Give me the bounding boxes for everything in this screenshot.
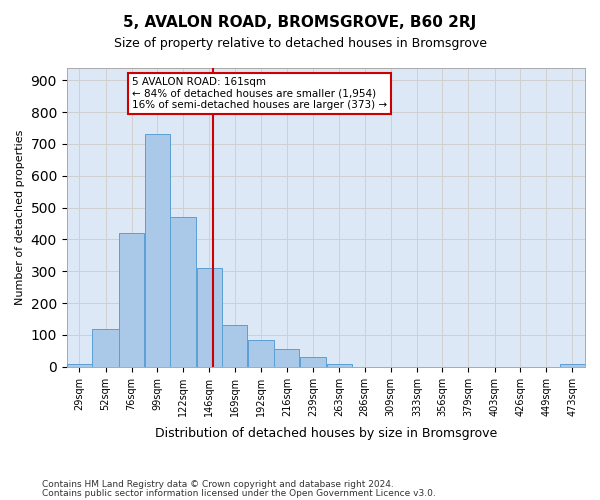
Bar: [92, 328, 119, 367]
X-axis label: Distribution of detached houses by size in Bromsgrove: Distribution of detached houses by size …: [155, 427, 497, 440]
Bar: [223, 326, 247, 367]
Y-axis label: Number of detached properties: Number of detached properties: [15, 130, 25, 305]
Bar: [67, 364, 92, 367]
Bar: [170, 217, 196, 367]
Bar: [300, 357, 326, 367]
Bar: [145, 134, 170, 367]
Bar: [248, 340, 274, 367]
Bar: [560, 364, 585, 367]
Text: 5 AVALON ROAD: 161sqm
← 84% of detached houses are smaller (1,954)
16% of semi-d: 5 AVALON ROAD: 161sqm ← 84% of detached …: [132, 77, 387, 110]
Bar: [326, 364, 352, 367]
Bar: [197, 268, 222, 367]
Text: Contains HM Land Registry data © Crown copyright and database right 2024.: Contains HM Land Registry data © Crown c…: [42, 480, 394, 489]
Text: Contains public sector information licensed under the Open Government Licence v3: Contains public sector information licen…: [42, 490, 436, 498]
Bar: [119, 233, 144, 367]
Text: 5, AVALON ROAD, BROMSGROVE, B60 2RJ: 5, AVALON ROAD, BROMSGROVE, B60 2RJ: [124, 15, 476, 30]
Text: Size of property relative to detached houses in Bromsgrove: Size of property relative to detached ho…: [113, 38, 487, 51]
Bar: [274, 350, 299, 367]
